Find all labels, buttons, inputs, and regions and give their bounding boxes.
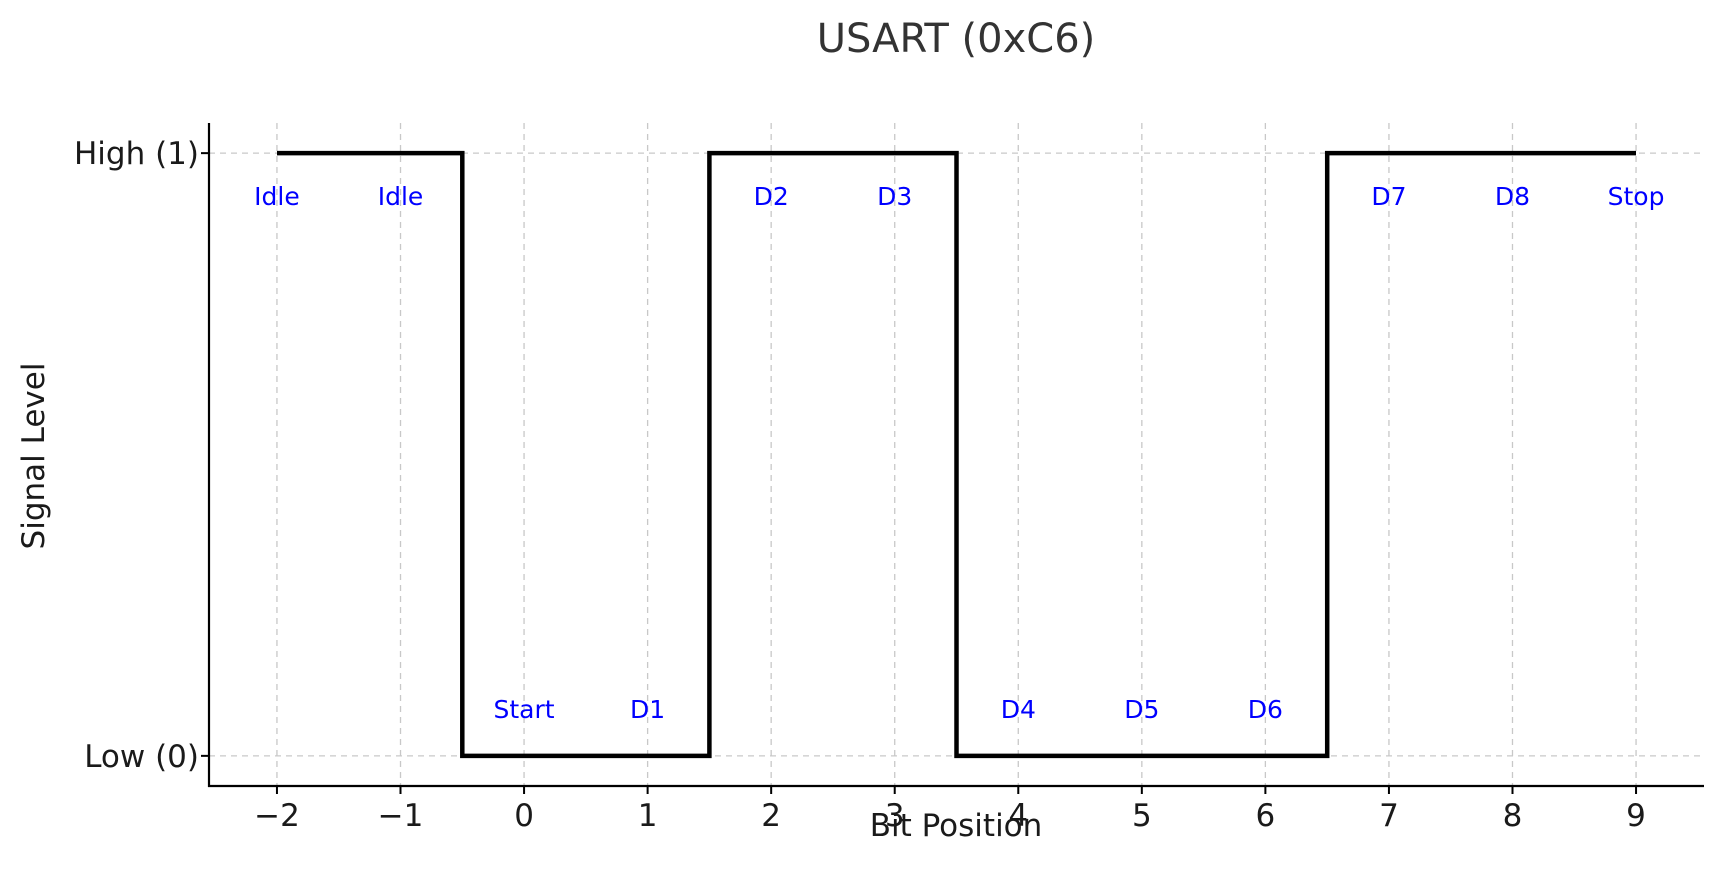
x-tick-label: −2 xyxy=(254,798,300,834)
bit-label-stop: Stop xyxy=(1608,182,1665,211)
bit-label-idle: Idle xyxy=(254,182,300,211)
bit-labels: Idle Idle Start D1 D2 D3 D4 D5 D6 D7 D8 Stop xyxy=(254,182,1664,724)
x-axis-label: Bit Position xyxy=(870,808,1043,844)
x-tick-label: 1 xyxy=(638,798,658,834)
x-tick-label: 6 xyxy=(1256,798,1276,834)
bit-label-d5: D5 xyxy=(1124,695,1159,724)
signal-layer xyxy=(277,150,1636,759)
x-tick-label: 2 xyxy=(761,798,781,834)
y-tick-label: High (1) xyxy=(74,136,199,172)
axes: −2 −1 0 1 2 3 4 5 6 7 8 9 Low (0) High (1) xyxy=(74,123,1704,834)
y-axis-label: Signal Level xyxy=(16,363,52,550)
bit-label-d4: D4 xyxy=(1001,695,1036,724)
x-tick-label: 3 xyxy=(885,798,905,834)
signal-line xyxy=(277,150,1636,759)
x-tick-label: 9 xyxy=(1626,798,1646,834)
bit-label-start: Start xyxy=(494,695,555,724)
x-tick-label: 5 xyxy=(1132,798,1152,834)
x-tick-label: 8 xyxy=(1503,798,1523,834)
x-tick-label: 0 xyxy=(514,798,534,834)
x-tick-label: 7 xyxy=(1379,798,1399,834)
bit-label-d1: D1 xyxy=(630,695,665,724)
bit-label-d7: D7 xyxy=(1371,182,1406,211)
chart-title: USART (0xC6) xyxy=(817,16,1096,62)
bit-label-d2: D2 xyxy=(754,182,789,211)
bit-label-idle: Idle xyxy=(378,182,424,211)
x-tick-label: −1 xyxy=(378,798,424,834)
bit-label-d8: D8 xyxy=(1495,182,1530,211)
x-tick-label: 4 xyxy=(1008,798,1028,834)
bit-label-d6: D6 xyxy=(1248,695,1283,724)
bit-label-d3: D3 xyxy=(877,182,912,211)
y-tick-label: Low (0) xyxy=(84,739,199,775)
